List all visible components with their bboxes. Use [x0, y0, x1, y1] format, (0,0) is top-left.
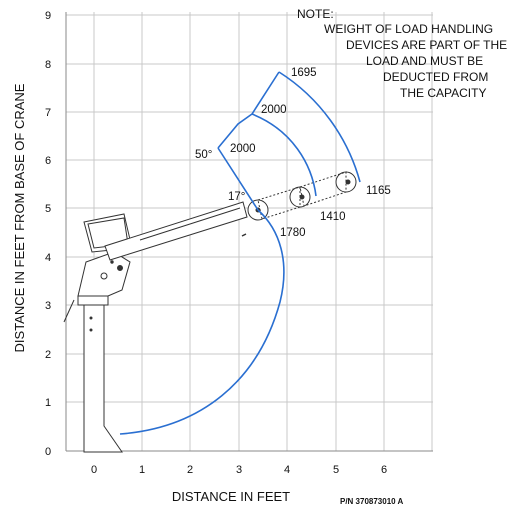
x-tick-labels: 0 1 2 3 4 5 6: [91, 464, 387, 476]
envelope-ext2-arc: [278, 71, 361, 183]
envelope-radial-50: [217, 147, 259, 211]
capacity-note: NOTE: WEIGHT OF LOAD HANDLING DEVICES AR…: [297, 7, 507, 100]
y-tick-label: 1: [45, 397, 51, 409]
note-line: WEIGHT OF LOAD HANDLING: [324, 22, 493, 36]
capacity-label: 2000: [230, 143, 256, 155]
lifting-envelope: [119, 71, 361, 435]
y-tick-label: 6: [45, 155, 51, 167]
envelope-outer-arc: [119, 209, 285, 435]
capacity-label: 2000: [261, 104, 287, 116]
crane-turret: [77, 251, 131, 297]
note-line: NOTE:: [297, 7, 334, 21]
y-tick-label: 9: [45, 10, 51, 22]
envelope-retracted-arc: [217, 113, 253, 149]
max-angle-label: 50°: [195, 149, 212, 161]
note-line: DEVICES ARE PART OF THE: [346, 38, 507, 52]
y-tick-label: 3: [45, 300, 51, 312]
crane-boom: [104, 171, 357, 261]
capacity-label: 1695: [291, 67, 317, 79]
part-number: P/N 370873010 A: [340, 497, 404, 506]
y-tick-label: 0: [45, 446, 51, 458]
x-tick-label: 0: [91, 464, 97, 476]
x-tick-label: 4: [284, 464, 290, 476]
x-axis-title: DISTANCE IN FEET: [172, 489, 290, 504]
capacity-label: 1410: [320, 211, 346, 223]
capacity-labels: 2000 2000 1695 1780 1410 1165: [230, 67, 391, 239]
x-tick-label: 2: [187, 464, 193, 476]
capacity-label: 1780: [280, 227, 306, 239]
y-axis-title: DISTANCE IN FEET FROM BASE OF CRANE: [12, 83, 27, 352]
min-angle-label: 17°: [228, 191, 245, 203]
capacity-label: 1165: [366, 185, 391, 197]
note-line: THE CAPACITY: [400, 86, 486, 100]
note-line: DEDUCTED FROM: [383, 70, 488, 84]
x-tick-label: 5: [333, 464, 339, 476]
x-tick-label: 3: [236, 464, 242, 476]
y-tick-label: 4: [45, 252, 51, 264]
y-tick-label: 7: [45, 107, 51, 119]
y-tick-label: 5: [45, 203, 51, 215]
y-tick-labels: 0 1 2 3 4 5 6 7 8 9: [45, 10, 51, 458]
y-tick-label: 2: [45, 349, 51, 361]
crane-base-post: [63, 295, 123, 453]
x-tick-label: 1: [139, 464, 145, 476]
y-tick-label: 8: [45, 59, 51, 71]
note-line: LOAD AND MUST BE: [366, 54, 483, 68]
x-tick-label: 6: [381, 464, 387, 476]
envelope-ext1-radial: [251, 71, 280, 115]
envelope-ext1-arc: [251, 113, 317, 197]
